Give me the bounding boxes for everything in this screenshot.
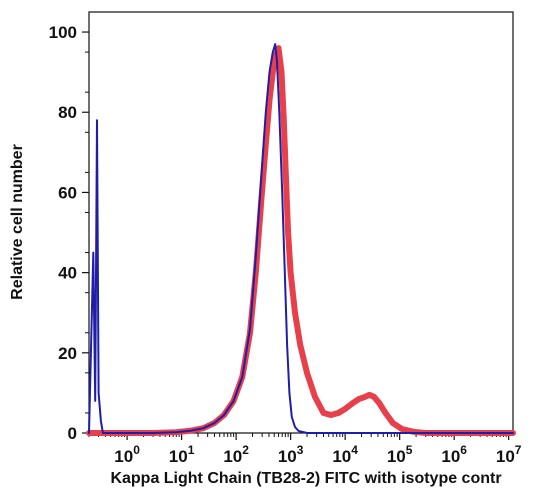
x-tick-label: 104	[332, 443, 358, 466]
x-tick-label: 101	[169, 443, 195, 466]
x-tick-label: 102	[223, 443, 249, 466]
y-tick-label: 60	[58, 183, 77, 202]
series-layer	[86, 43, 516, 436]
y-tick-label: 20	[58, 344, 77, 363]
x-tick-label: 106	[441, 443, 467, 466]
y-axis-ticks: 0 20 40 60 80 100	[49, 23, 89, 443]
y-tick-label: 40	[58, 264, 77, 283]
x-axis-ticks: 100 101 102 103 104 105 106 107	[88, 433, 522, 466]
x-tick-label: 103	[278, 443, 304, 466]
y-tick-label: 0	[68, 424, 77, 443]
series-line-1	[86, 45, 516, 436]
x-tick-label: 105	[387, 443, 413, 466]
x-tick-label: 100	[114, 443, 140, 466]
y-tick-label: 100	[49, 23, 77, 42]
x-tick-label: 107	[496, 443, 522, 466]
y-axis-title: Relative cell number	[9, 144, 26, 300]
series-line-2	[88, 43, 514, 434]
y-tick-label: 80	[58, 103, 77, 122]
plot-frame	[88, 11, 514, 434]
x-axis-title: Kappa Light Chain (TB28-2) FITC with iso…	[110, 470, 501, 487]
